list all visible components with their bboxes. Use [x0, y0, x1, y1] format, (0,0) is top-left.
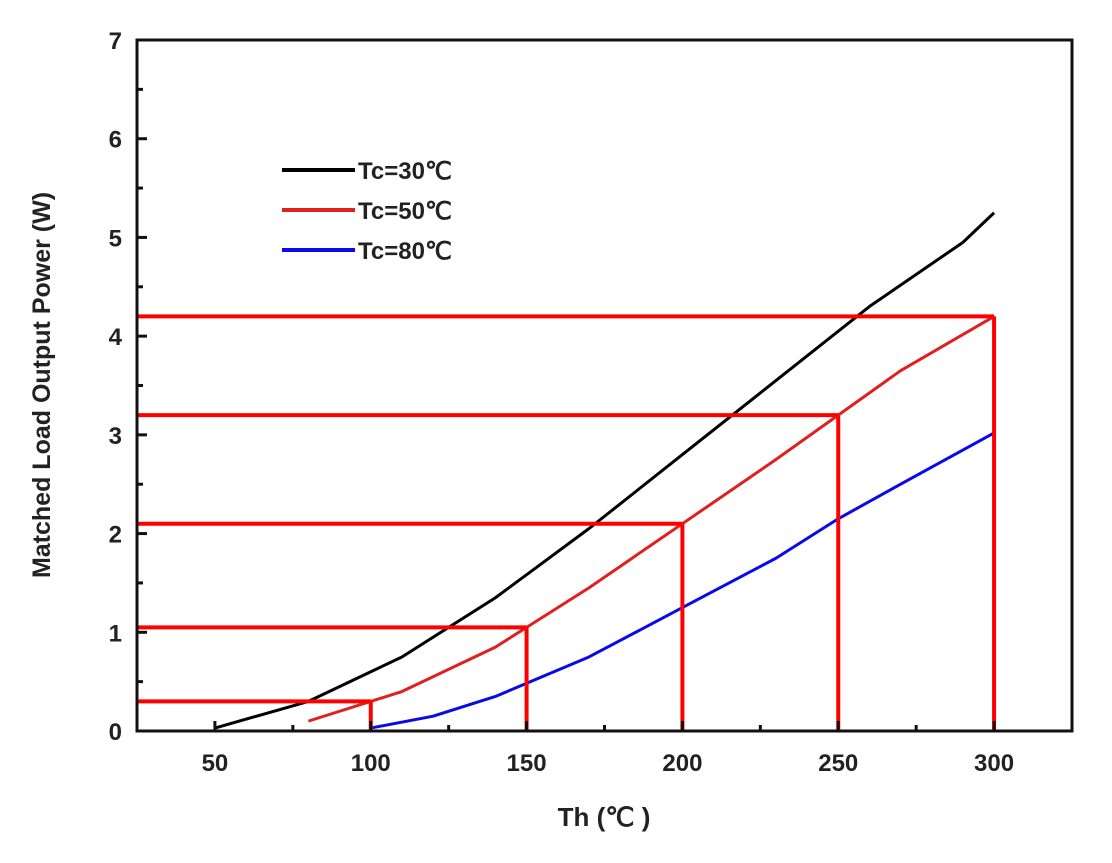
- y-tick-label: 3: [109, 423, 122, 450]
- y-tick-label: 4: [109, 324, 123, 351]
- legend-label-1: Tc=30℃: [358, 158, 452, 185]
- series-line-1: [214, 211, 996, 730]
- series-line-2: [307, 315, 995, 723]
- y-axis-label: Matched Load Output Power (W): [28, 192, 56, 578]
- y-tick-label: 5: [109, 225, 122, 252]
- x-axis-label: Th (℃ ): [558, 802, 651, 832]
- y-tick-label: 1: [109, 620, 122, 647]
- x-tick-label: 300: [974, 750, 1014, 777]
- x-tick-label: 150: [507, 750, 547, 777]
- y-tick-label: 6: [109, 127, 122, 154]
- x-tick-label: 100: [351, 750, 391, 777]
- y-tick-label: 0: [109, 719, 122, 746]
- x-tick-label: 250: [818, 750, 858, 777]
- y-tick-label: 7: [109, 28, 122, 55]
- y-tick-label: 2: [109, 522, 122, 549]
- x-tick-label: 200: [662, 750, 702, 777]
- x-tick-label: 50: [202, 750, 229, 777]
- legend-label-2: Tc=50℃: [358, 198, 452, 225]
- legend: Tc=30℃ Tc=50℃ Tc=80℃: [282, 158, 452, 265]
- legend-label-3: Tc=80℃: [358, 238, 452, 265]
